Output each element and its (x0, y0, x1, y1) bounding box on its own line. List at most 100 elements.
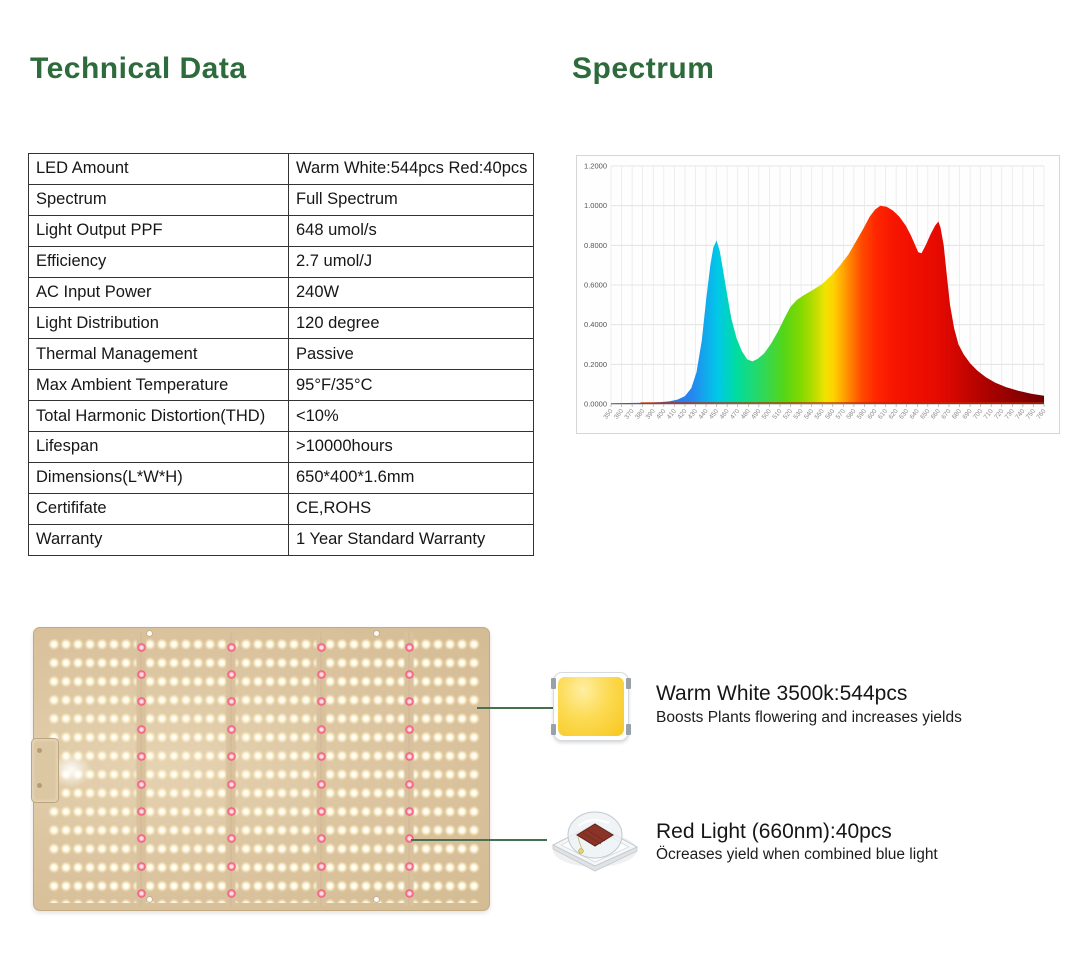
red-led (226, 861, 236, 871)
x-tick-label: 470 (729, 408, 741, 421)
spec-value: 120 degree (288, 307, 534, 340)
red-led-leader-line (411, 839, 547, 841)
spec-label: Certififate (28, 492, 289, 525)
x-tick-label: 620 (888, 408, 900, 421)
chip-pin (626, 724, 631, 735)
x-tick-label: 450 (708, 408, 720, 421)
warm-white-chip-title: Warm White 3500k:544pcs (656, 682, 908, 705)
spec-row: Warranty 1 Year Standard Warranty (28, 523, 534, 556)
red-led (136, 724, 146, 734)
spec-row: Total Harmonic Distortion(THD) <10% (28, 400, 534, 433)
x-tick-label: 640 (909, 408, 921, 421)
spec-row: Spectrum Full Spectrum (28, 183, 534, 216)
x-tick-label: 550 (814, 408, 826, 421)
red-led (316, 834, 326, 844)
spec-label: Max Ambient Temperature (28, 369, 289, 402)
x-tick-label: 750 (1025, 408, 1037, 421)
chip-pin (551, 724, 556, 735)
spec-row: Efficiency 2.7 umol/J (28, 245, 534, 278)
warm-white-led-grid (48, 635, 480, 903)
spec-value: CE,ROHS (288, 492, 534, 525)
x-tick-label: 590 (856, 408, 868, 421)
spec-value: Full Spectrum (288, 183, 534, 216)
spec-value: <10% (288, 400, 534, 433)
x-tick-label: 410 (666, 408, 678, 421)
warm-led-leader-line (477, 707, 554, 709)
spec-label: Warranty (28, 523, 289, 556)
technical-data-heading: Technical Data (30, 52, 247, 85)
red-led (136, 779, 146, 789)
spec-row: Dimensions(L*W*H) 650*400*1.6mm (28, 461, 534, 494)
x-tick-label: 760 (1035, 408, 1047, 421)
spectrum-area (611, 205, 1044, 404)
x-tick-label: 600 (866, 408, 878, 421)
x-tick-label: 650 (919, 408, 931, 421)
x-tick-label: 360 (613, 408, 625, 421)
red-led (226, 779, 236, 789)
spec-label: Light Distribution (28, 307, 289, 340)
spec-label: Efficiency (28, 245, 289, 278)
red-led (226, 669, 236, 679)
spec-row: Lifespan >10000hours (28, 431, 534, 463)
spec-label: Light Output PPF (28, 214, 289, 247)
spec-label: Total Harmonic Distortion(THD) (28, 400, 289, 433)
spec-value: 650*400*1.6mm (288, 461, 534, 494)
spec-label: AC Input Power (28, 276, 289, 309)
red-led (404, 889, 414, 899)
spec-row: LED Amount Warm White:544pcs Red:40pcs (28, 153, 534, 185)
red-led-chip-image (543, 798, 643, 878)
spec-value: Passive (288, 338, 534, 371)
red-chip-title: Red Light (660nm):40pcs (656, 820, 892, 843)
connector-hole (37, 748, 42, 753)
x-tick-label: 700 (972, 408, 984, 421)
x-tick-label: 540 (803, 408, 815, 421)
spec-value: 648 umol/s (288, 214, 534, 247)
connector-hole (37, 783, 42, 788)
x-tick-label: 710 (983, 408, 995, 421)
spec-label: Dimensions(L*W*H) (28, 461, 289, 494)
red-led (226, 697, 236, 707)
y-tick-label: 1.2000 (584, 162, 607, 171)
y-tick-label: 0.4000 (584, 320, 607, 329)
red-led (316, 779, 326, 789)
red-led (404, 724, 414, 734)
spec-table: LED Amount Warm White:544pcs Red:40pcs Spe… (28, 153, 534, 556)
x-tick-label: 480 (740, 408, 752, 421)
spec-label: LED Amount (28, 153, 289, 185)
red-led (226, 889, 236, 899)
spec-row: Certififate CE,ROHS (28, 492, 534, 525)
x-tick-label: 370 (623, 408, 635, 421)
red-led (136, 834, 146, 844)
y-tick-label: 0.2000 (584, 360, 607, 369)
red-led (136, 669, 146, 679)
red-led (226, 806, 236, 816)
screw-hole (373, 896, 380, 903)
red-led (316, 752, 326, 762)
x-tick-label: 420 (676, 408, 688, 421)
spec-value: 240W (288, 276, 534, 309)
x-tick-label: 660 (930, 408, 942, 421)
screw-hole (146, 630, 153, 637)
x-tick-label: 570 (835, 408, 847, 421)
y-tick-label: 0.6000 (584, 281, 607, 290)
red-led (226, 642, 236, 652)
spec-value: 95°F/35°C (288, 369, 534, 402)
x-tick-label: 430 (687, 408, 699, 421)
x-tick-label: 730 (1004, 408, 1016, 421)
red-led (404, 834, 414, 844)
x-tick-label: 610 (877, 408, 889, 421)
chip-phosphor-surface (558, 677, 624, 736)
screw-hole (373, 630, 380, 637)
red-led (316, 697, 326, 707)
red-led (404, 669, 414, 679)
spec-row: Thermal Management Passive (28, 338, 534, 371)
red-led (226, 752, 236, 762)
y-tick-label: 0.8000 (584, 241, 607, 250)
x-tick-label: 690 (961, 408, 973, 421)
x-tick-label: 390 (645, 408, 657, 421)
red-led (404, 861, 414, 871)
red-led (316, 889, 326, 899)
x-tick-label: 400 (655, 408, 667, 421)
spec-value: >10000hours (288, 431, 534, 463)
